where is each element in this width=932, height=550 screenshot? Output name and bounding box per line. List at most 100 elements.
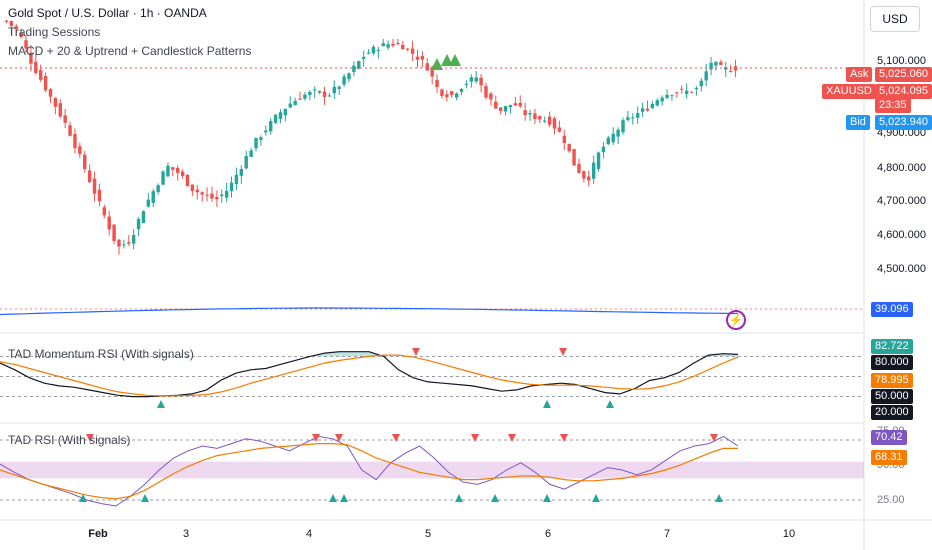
candle-body	[670, 95, 674, 97]
candle-body	[122, 244, 126, 246]
candle-body	[728, 71, 733, 73]
candle-body	[498, 107, 503, 111]
candle-body	[97, 189, 102, 202]
currency-selector[interactable]: USD	[870, 6, 920, 32]
candle-body	[381, 43, 385, 47]
last-price-tag: 5,024.095	[875, 84, 932, 99]
candle-body	[459, 88, 464, 92]
candle-body	[34, 61, 38, 73]
tad-rsi-buy-signal	[141, 494, 149, 502]
tad-rsi-sell-signal	[312, 434, 320, 442]
candle-body	[254, 137, 258, 149]
candle-body	[4, 20, 9, 22]
candle-body	[190, 184, 195, 191]
macd-value-tag: 39.096	[871, 302, 913, 317]
candle-body	[249, 150, 253, 157]
candle-body	[146, 199, 151, 207]
candle-body	[273, 114, 278, 123]
candle-body	[332, 86, 337, 94]
candle-body	[699, 80, 704, 87]
candle-body	[136, 218, 141, 230]
candle-body	[626, 117, 630, 120]
rsi-mid-level-tag: 50.000	[871, 389, 913, 404]
candle-body	[68, 125, 72, 136]
tad-rsi-buy-signal	[329, 494, 337, 502]
candle-body	[386, 44, 390, 48]
tad-rsi-buy-signal	[491, 494, 499, 502]
candle-body	[200, 192, 204, 195]
candle-body	[278, 112, 283, 120]
candle-body	[484, 86, 488, 98]
candle-body	[19, 32, 23, 37]
x-tick: Feb	[88, 528, 108, 540]
candle-body	[161, 171, 165, 185]
candle-body	[405, 48, 410, 50]
indicator-trading-sessions[interactable]: Trading Sessions	[8, 25, 101, 39]
candle-body	[616, 129, 620, 137]
candle-body	[78, 146, 82, 154]
candle-body	[53, 97, 58, 107]
lightning-icon[interactable]: ⚡	[726, 310, 746, 330]
candle-body	[474, 77, 478, 82]
candle-body	[430, 68, 434, 77]
candle-body	[401, 44, 405, 50]
symbol-title[interactable]: Gold Spot / U.S. Dollar · 1h · OANDA	[8, 6, 207, 20]
candle-body	[420, 55, 425, 60]
tad-rsi-line	[0, 435, 739, 507]
candle-body	[538, 116, 542, 120]
tad-rsi-buy-signal	[592, 494, 600, 502]
candle-body	[719, 61, 723, 65]
candle-body	[572, 149, 576, 166]
uptrend-marker	[441, 54, 453, 66]
candle-body	[396, 42, 400, 45]
candle-body	[283, 108, 288, 116]
candle-body	[63, 115, 67, 123]
overbought-zone	[0, 351, 738, 357]
candle-body	[523, 110, 527, 116]
candle-body	[454, 93, 459, 98]
candle-body	[650, 103, 655, 109]
candle-body	[337, 86, 341, 90]
candle-body	[215, 196, 219, 200]
candle-body	[48, 89, 53, 97]
candle-body	[87, 170, 92, 183]
indicator-macd[interactable]: MACD + 20 & Uptrend + Candlestick Patter…	[8, 44, 252, 58]
ask-price-tag: 5,025.060	[875, 67, 932, 82]
candle-body	[557, 127, 562, 132]
y-tick: 4,900.000	[877, 127, 926, 139]
candle-body	[596, 152, 601, 169]
tad-rsi-ma-tag: 68.31	[871, 450, 907, 465]
candle-body	[709, 62, 713, 70]
candle-body	[288, 103, 292, 108]
rsi-momentum-title[interactable]: TAD Momentum RSI (With signals)	[8, 347, 194, 361]
candle-body	[73, 133, 77, 149]
tad-rsi-buy-signal	[340, 494, 348, 502]
rsi-axis-tick: 25.00	[877, 494, 905, 506]
candle-body	[655, 100, 659, 106]
x-tick: 6	[544, 528, 552, 540]
uptrend-marker	[431, 58, 443, 70]
candle-body	[611, 133, 615, 143]
candle-body	[166, 165, 170, 177]
x-tick: 10	[782, 528, 796, 540]
candle-body	[180, 171, 185, 176]
candle-body	[371, 46, 376, 54]
y-tick: 4,800.000	[877, 162, 926, 174]
candle-body	[327, 95, 332, 97]
macd-line	[0, 307, 739, 316]
tad-rsi-title[interactable]: TAD RSI (With signals)	[8, 433, 131, 447]
bar-countdown: 23:35	[875, 98, 911, 113]
candle-body	[102, 207, 107, 216]
ask-label: Ask	[846, 67, 873, 82]
uptrend-marker	[449, 54, 461, 66]
candle-body	[562, 135, 566, 144]
candle-body	[229, 182, 234, 192]
candle-body	[518, 102, 522, 107]
rsi-upper-level-tag: 80.000	[871, 355, 913, 370]
rsi-momentum-value-tag: 82.722	[871, 339, 913, 354]
candle-body	[547, 116, 552, 125]
y-tick: 4,600.000	[877, 229, 926, 241]
tad-rsi-sell-signal	[86, 434, 94, 442]
